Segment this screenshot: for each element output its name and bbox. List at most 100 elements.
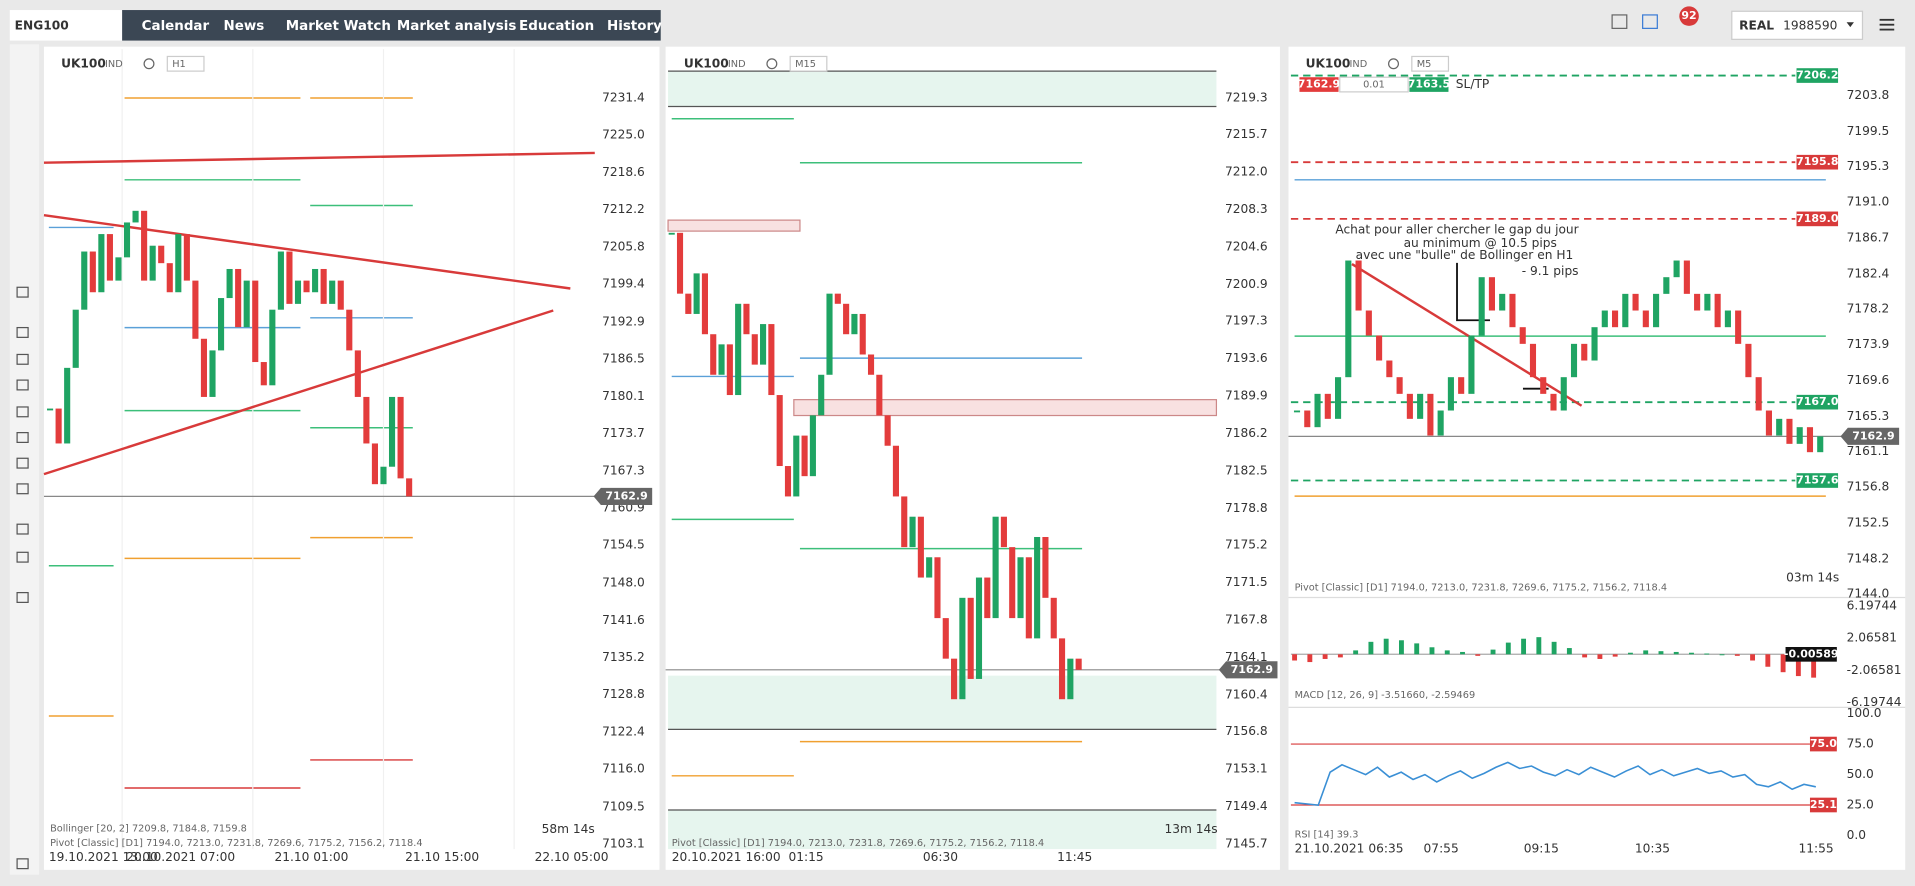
- candle: [312, 268, 319, 293]
- tab-label[interactable]: ENG100: [15, 18, 69, 32]
- nav-item[interactable]: History: [607, 19, 662, 34]
- candle: [1067, 658, 1074, 700]
- account-type[interactable]: REAL: [1739, 18, 1774, 32]
- symbol[interactable]: UK100: [61, 56, 106, 70]
- candle: [1314, 393, 1321, 428]
- candle: [1550, 393, 1557, 411]
- tool-icon: [16, 326, 29, 338]
- zone: [793, 399, 1218, 417]
- timeframe[interactable]: M15: [795, 59, 816, 70]
- macd-bar: [1429, 647, 1435, 655]
- candle: [1755, 377, 1762, 411]
- candle: [710, 334, 717, 375]
- candle: [784, 466, 792, 497]
- candle: [876, 374, 883, 416]
- candle: [743, 303, 750, 335]
- price-label: 7182.5: [1225, 464, 1268, 478]
- candle: [1427, 393, 1434, 436]
- symbol[interactable]: UK100: [1306, 56, 1351, 70]
- candle: [1417, 393, 1424, 419]
- level-box: [1796, 154, 1839, 170]
- price-label: 7203.8: [1847, 88, 1890, 102]
- price-label: 7193.6: [1225, 351, 1268, 365]
- candle: [793, 435, 800, 497]
- sell-box: [1299, 77, 1339, 92]
- price-label: 7215.7: [1225, 127, 1268, 141]
- time-label: 07:55: [1424, 842, 1459, 856]
- candle: [1058, 638, 1066, 700]
- candle: [1765, 410, 1772, 436]
- macd-legend: MACD [12, 26, 9] -3.51660, -2.59469: [1295, 690, 1476, 701]
- timeframe[interactable]: M5: [1417, 59, 1432, 70]
- time-label: 20.10.2021 16:00: [672, 850, 781, 864]
- macd-bar: [1689, 652, 1694, 655]
- candle: [1570, 343, 1578, 378]
- account-id[interactable]: 1988590: [1783, 18, 1837, 32]
- level-label: 7189.0: [1796, 212, 1839, 225]
- symbol[interactable]: UK100: [684, 56, 729, 70]
- price-label: 7148.0: [602, 576, 645, 590]
- macd-bar: [1337, 654, 1343, 658]
- candle: [917, 516, 924, 578]
- macd-bar: [1704, 653, 1710, 655]
- macd-bar: [1383, 638, 1389, 655]
- macd-bar: [1780, 654, 1786, 673]
- macd-bar: [1444, 650, 1450, 655]
- level-box: [1796, 211, 1839, 227]
- zone: [668, 675, 1217, 730]
- tf-box: [1411, 55, 1450, 72]
- candle: [149, 245, 156, 281]
- sltp[interactable]: SL/TP: [1456, 77, 1489, 91]
- buy[interactable]: 7163.5: [1408, 78, 1450, 91]
- price-label: 7116.0: [602, 762, 645, 776]
- candle: [867, 354, 875, 375]
- candle: [1653, 293, 1660, 328]
- candle: [1776, 418, 1783, 436]
- candle: [859, 313, 866, 355]
- rsi-marker: 25.1: [1810, 798, 1837, 811]
- time-label: 11:55: [1798, 842, 1833, 856]
- info-icon: [143, 58, 155, 70]
- price-label: 7156.8: [1847, 480, 1890, 494]
- candle: [701, 273, 708, 335]
- macd-bar: [1765, 654, 1771, 667]
- candle: [1601, 310, 1608, 328]
- nav-item[interactable]: News: [223, 19, 264, 34]
- macd-bar: [1460, 651, 1465, 655]
- time-label: 10:35: [1635, 842, 1670, 856]
- time-label: 01:15: [788, 850, 823, 864]
- candle: [158, 245, 165, 264]
- price-label: 7180.1: [602, 389, 645, 403]
- candle: [1355, 260, 1362, 311]
- candle: [89, 251, 96, 293]
- sell[interactable]: 7162.9: [1298, 78, 1340, 91]
- price-label: 7103.1: [602, 837, 645, 851]
- nav-item[interactable]: Calendar: [142, 19, 210, 34]
- candle: [141, 210, 148, 281]
- candle: [801, 435, 808, 477]
- nav-item[interactable]: Market Watch: [286, 19, 391, 34]
- current-box: [1840, 427, 1900, 445]
- macd-bar: [1673, 651, 1679, 655]
- price-label: 7218.6: [602, 165, 645, 179]
- asset: IND: [105, 59, 123, 70]
- timer: 13m 14s: [1164, 822, 1217, 836]
- candle: [1714, 293, 1721, 328]
- candle: [951, 658, 958, 700]
- price-label: 7186.2: [1225, 426, 1268, 440]
- nav-bar: [122, 10, 661, 41]
- candle: [1817, 436, 1824, 453]
- rsi-marker-box: [1809, 797, 1837, 813]
- candle: [975, 577, 983, 679]
- candle: [132, 210, 139, 223]
- candle: [1694, 293, 1701, 311]
- volume[interactable]: 0.01: [1363, 80, 1385, 91]
- timeframe[interactable]: H1: [172, 59, 186, 70]
- nav-item[interactable]: Education: [519, 19, 594, 34]
- dropdown[interactable]: [1846, 22, 1854, 28]
- nav-item[interactable]: Market analysis: [397, 19, 516, 34]
- candle: [884, 415, 891, 446]
- annotation: avec une "bulle" de Bollinger en H1: [1356, 248, 1574, 262]
- info-icon: [1388, 58, 1400, 70]
- price-label: 7191.0: [1847, 195, 1890, 209]
